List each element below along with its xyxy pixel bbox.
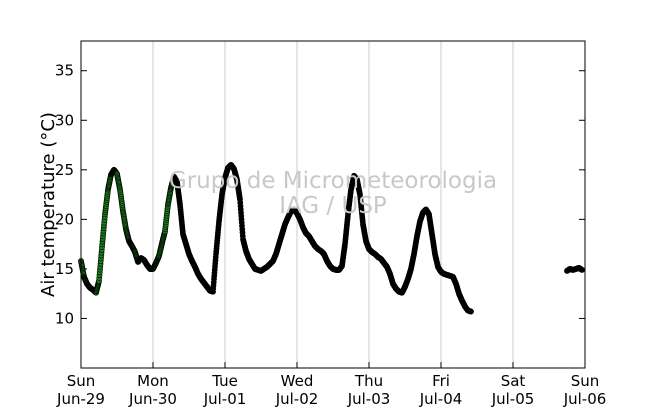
vertical-grid [152, 41, 514, 368]
watermark: Grupo de Micrometeorologia IAG / USP [169, 168, 497, 219]
x-tick-date: Jul-05 [491, 390, 535, 408]
series-1 [171, 161, 474, 315]
x-tick-date: Jul-02 [275, 390, 319, 408]
x-tick-day: Fri [432, 372, 450, 390]
y-tick-label: 35 [55, 62, 74, 80]
y-tick-label: 30 [55, 111, 74, 129]
data-point [579, 266, 585, 273]
x-tick-day: Sun [571, 372, 600, 390]
x-tick-day: Mon [137, 372, 169, 390]
x-tick-date: Jul-06 [563, 390, 607, 408]
y-tick-label: 20 [55, 210, 74, 228]
x-tick-day: Wed [281, 372, 314, 390]
x-tick-date: Jul-04 [419, 390, 463, 408]
x-tick-day: Thu [354, 372, 383, 390]
y-axis: 10 15 20 25 30 35 [55, 62, 585, 327]
x-tick-date: Jul-03 [347, 390, 391, 408]
x-tick-day: Sun [67, 372, 96, 390]
data-point [468, 308, 474, 315]
y-tick-label: 10 [55, 309, 74, 327]
x-tick-day: Tue [211, 372, 238, 390]
series-2 [564, 265, 585, 274]
watermark-line-1: Grupo de Micrometeorologia [169, 168, 497, 194]
watermark-line-2: IAG / USP [279, 193, 387, 219]
temperature-series [78, 161, 585, 315]
y-axis-title: Air temperature (°C) [38, 112, 59, 297]
x-tick-date: Jul-01 [203, 390, 247, 408]
x-tick-date: Jun-29 [56, 390, 105, 408]
x-axis: SunJun-29MonJun-30TueJul-01WedJul-02ThuJ… [56, 362, 606, 408]
y-tick-label: 25 [55, 161, 74, 179]
series-0 [78, 166, 177, 296]
plot-frame [80, 40, 586, 369]
y-tick-label: 15 [55, 260, 74, 278]
x-tick-day: Sat [501, 372, 526, 390]
x-tick-date: Jun-30 [128, 390, 177, 408]
